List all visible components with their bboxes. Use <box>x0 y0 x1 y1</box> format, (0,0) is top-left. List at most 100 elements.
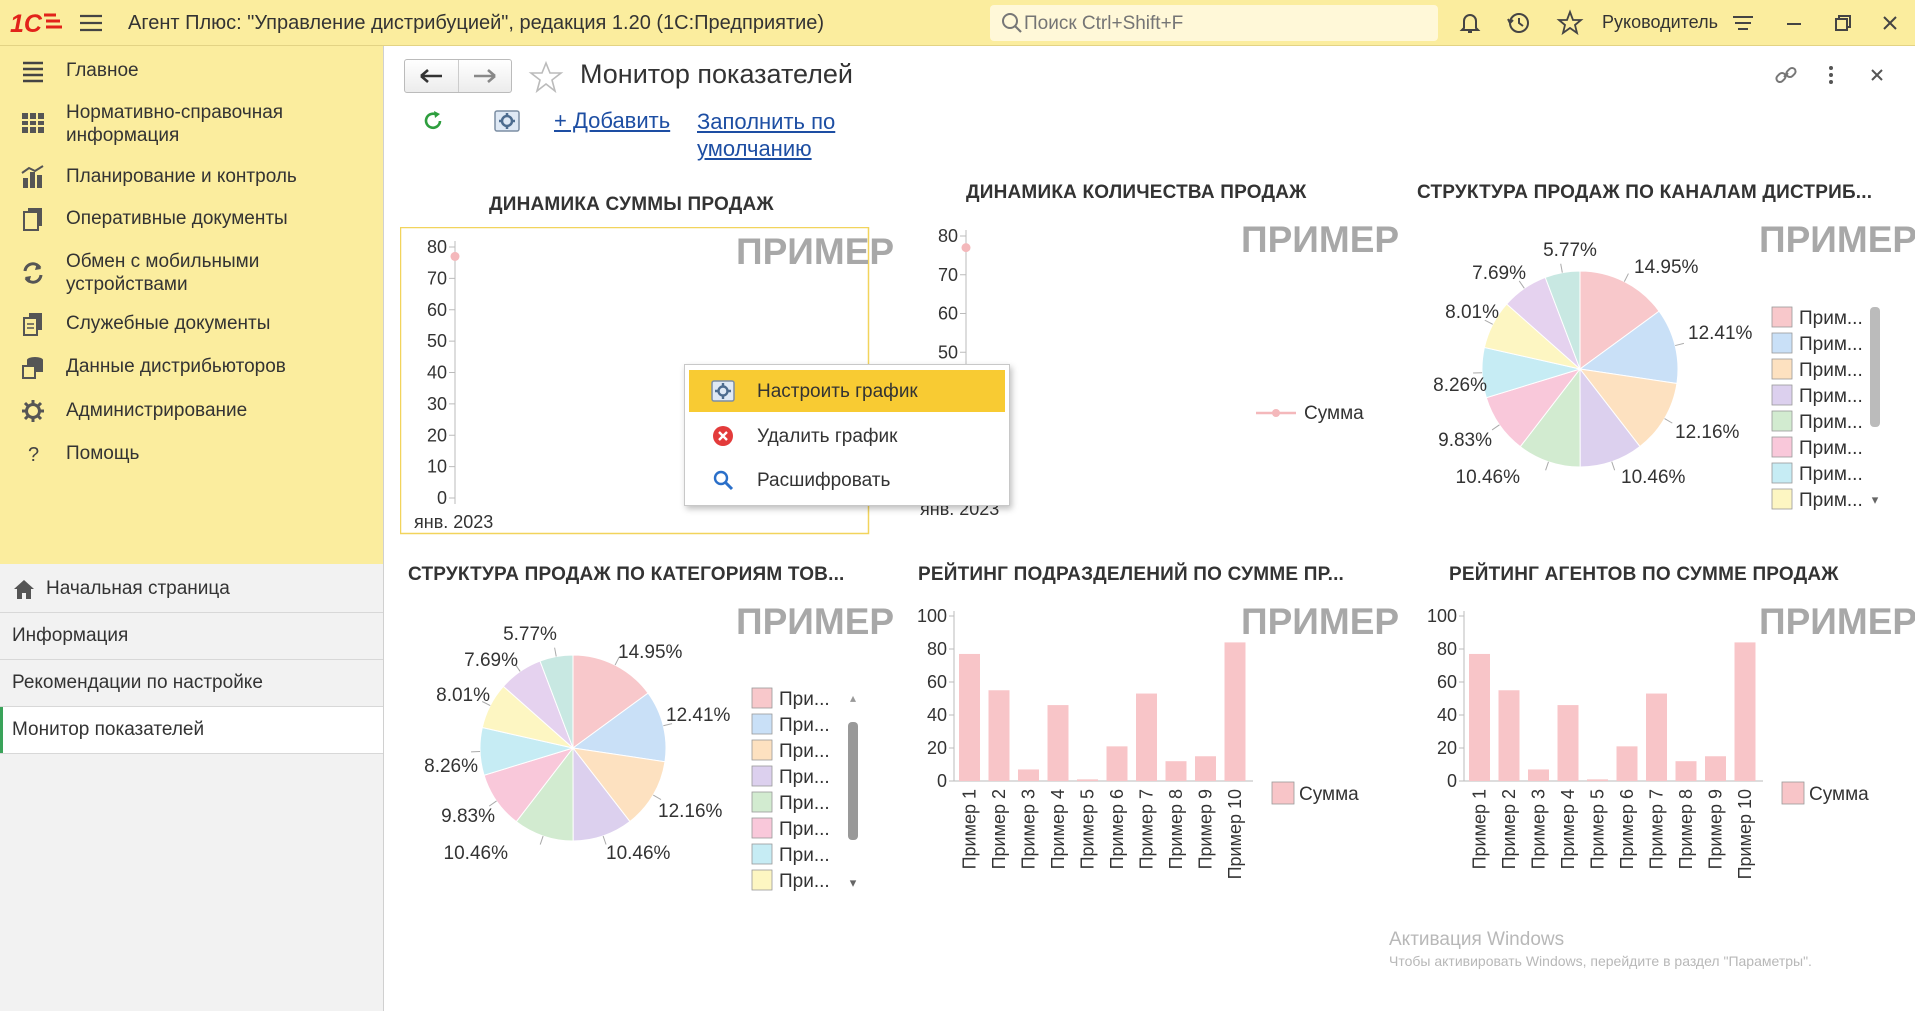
slice-label: 5.77% <box>503 624 557 645</box>
menu-item-delete-chart[interactable]: Удалить график <box>689 415 1005 457</box>
refresh-icon[interactable] <box>420 108 446 134</box>
y-tick-label: 20 <box>927 738 947 758</box>
chart-settings-icon[interactable] <box>493 108 521 134</box>
main-area <box>385 46 1915 1011</box>
close-page-icon[interactable] <box>1864 62 1890 88</box>
legend-label: При... <box>779 741 830 762</box>
chart-context-menu: Настроить график Удалить график Расшифро… <box>684 364 1010 506</box>
windows-activation-title: Активация Windows <box>1389 929 1565 950</box>
bar <box>1498 690 1520 781</box>
question-icon: ? <box>28 444 39 466</box>
legend-swatch <box>1771 436 1793 458</box>
favorites-star-icon[interactable] <box>1556 9 1584 37</box>
pie-slice <box>572 654 649 749</box>
example-watermark: ПРИМЕР <box>1241 219 1400 260</box>
y-tick-label: 60 <box>427 300 447 320</box>
section-main[interactable]: Главное <box>0 58 383 84</box>
menu-lines-icon <box>23 61 43 83</box>
legend-swatch <box>1771 410 1793 432</box>
restore-icon[interactable] <box>1829 9 1857 37</box>
close-window-icon[interactable] <box>1876 9 1904 37</box>
open-window-info[interactable]: Информация <box>0 613 383 660</box>
bell-icon[interactable] <box>1456 9 1484 37</box>
y-tick-label: 40 <box>427 363 447 383</box>
menu-item-configure-chart[interactable]: Настроить график <box>689 370 1005 412</box>
minimize-icon[interactable] <box>1780 9 1808 37</box>
legend-swatch <box>1771 384 1793 406</box>
bar <box>1587 779 1608 781</box>
legend-label: Сумма <box>1809 784 1869 805</box>
add-chart-link[interactable]: + Добавить <box>554 108 671 133</box>
legend-label: Прим... <box>1799 334 1863 355</box>
forward-arrow-icon[interactable] <box>459 60 511 92</box>
more-options-icon[interactable] <box>1818 62 1844 88</box>
y-tick-label: 0 <box>1447 771 1457 791</box>
fill-default-link[interactable]: Заполнить по умолчанию <box>697 109 836 161</box>
hamburger-menu-icon[interactable] <box>78 11 104 35</box>
section-administration[interactable]: Администрирование <box>0 398 383 424</box>
x-tick-label: Пример 3 <box>1019 789 1039 869</box>
x-tick-label: Пример 4 <box>1558 789 1578 869</box>
y-tick-label: 40 <box>1437 705 1457 725</box>
slice-label: 12.41% <box>1688 323 1753 344</box>
slice-leader <box>1491 424 1500 431</box>
link-icon[interactable] <box>1773 62 1799 88</box>
agent-rating-bar-chart[interactable]: 0 20 40 60 80 100 Пример 1 Пример 2 Пример 3 Прим… <box>1410 596 1900 896</box>
section-operational-docs[interactable]: Оперативные документы <box>0 206 383 232</box>
section-mobile-exchange[interactable]: Обмен с мобильными устройствами <box>0 249 383 297</box>
legend-swatch <box>1771 358 1793 380</box>
sections-panel: Главное Нормативно-справочная информация… <box>0 46 383 564</box>
legend-label: Прим... <box>1799 308 1863 329</box>
category-pie-chart[interactable]: 14.95% 12.41% 12.16% 10.46% 10.46% 9.83% 8.26%… <box>400 604 870 904</box>
slice-label: 8.26% <box>1433 375 1487 396</box>
widget-title: СТРУКТУРА ПРОДАЖ ПО КАНАЛАМ ДИСТРИБ... <box>1417 182 1873 203</box>
service-docs-icon <box>23 313 42 336</box>
section-reference-info[interactable]: Нормативно-справочная информация <box>0 100 383 148</box>
legend-swatch <box>1271 781 1295 805</box>
legend-label: При... <box>779 793 830 814</box>
section-planning[interactable]: Планирование и контроль <box>0 164 383 190</box>
pie-slice <box>571 692 667 763</box>
user-name[interactable]: Руководитель <box>1602 12 1718 32</box>
x-tick-label: Пример 6 <box>1107 789 1127 869</box>
section-help[interactable]: ? Помощь <box>0 441 383 467</box>
pie-slice <box>571 747 666 823</box>
pie-slice <box>1579 270 1660 370</box>
slice-label: 14.95% <box>1634 257 1699 278</box>
search-input[interactable] <box>1022 9 1436 39</box>
favorite-star-icon[interactable] <box>528 60 564 94</box>
y-tick-label: 50 <box>938 342 958 362</box>
channel-pie-chart[interactable]: 14.95% 12.41% 12.16% 10.46% 10.46% 9.83% 8.26%… <box>1410 222 1900 522</box>
legend-scroll-down: ▾ <box>1872 492 1879 507</box>
legend-label: При... <box>779 767 830 788</box>
1c-logo[interactable]: 1С <box>10 9 68 37</box>
slice-label: 8.01% <box>1445 302 1499 323</box>
back-arrow-icon[interactable] <box>405 60 459 92</box>
bar <box>1077 779 1098 781</box>
bar <box>1018 769 1039 781</box>
open-window-home[interactable]: Начальная страница <box>0 566 383 613</box>
x-tick-label: Пример 10 <box>1735 789 1755 879</box>
section-distributor-data[interactable]: Данные дистрибьюторов <box>0 354 383 380</box>
section-label: Обмен с мобильными устройствами <box>66 251 260 295</box>
sales-sum-line-chart[interactable]: 0 10 20 30 40 50 60 70 80 янв. 2023 <box>400 227 870 535</box>
menu-item-label: Удалить график <box>757 426 898 447</box>
delete-icon <box>713 426 733 446</box>
y-tick-label: 0 <box>937 771 947 791</box>
bar <box>1528 769 1549 781</box>
settings-menu-icon[interactable] <box>1729 9 1757 37</box>
slice-leader <box>539 835 544 845</box>
slice-leader <box>663 723 673 727</box>
widget-title: ДИНАМИКА СУММЫ ПРОДАЖ <box>489 194 774 215</box>
open-window-recommendations[interactable]: Рекомендации по настройке <box>0 660 383 707</box>
bar <box>1136 693 1157 781</box>
slice-label: 8.26% <box>424 756 478 777</box>
department-rating-bar-chart[interactable]: 0 20 40 60 80 100 Пример 1 Пример 2 Пример 3 Прим… <box>900 596 1380 896</box>
section-service-docs[interactable]: Служебные документы <box>0 311 383 337</box>
x-tick-label: Пример 9 <box>1196 789 1216 869</box>
history-icon[interactable] <box>1505 9 1533 37</box>
menu-item-drilldown[interactable]: Расшифровать <box>689 459 1005 501</box>
open-window-monitor[interactable]: Монитор показателей <box>0 707 383 754</box>
example-watermark: ПРИМЕР <box>1241 601 1400 642</box>
